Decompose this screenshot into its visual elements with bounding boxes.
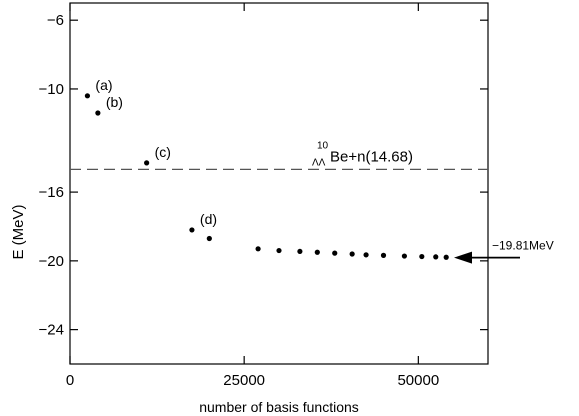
threshold-label: Be+n(14.68) — [330, 148, 413, 165]
data-point — [276, 247, 282, 254]
threshold-subscript: ΛΛ — [312, 157, 326, 168]
x-axis-label: number of basis functions — [199, 399, 359, 415]
y-tick-label: −20 — [39, 253, 64, 270]
axes: −6 −10 −16 −20 −24 0 25000 50000 — [39, 2, 489, 389]
data-point — [363, 252, 369, 258]
data-points — [84, 93, 449, 260]
threshold-superscript: 10 — [317, 140, 329, 151]
data-point — [84, 93, 91, 99]
point-label: (a) — [95, 77, 112, 93]
data-point — [297, 248, 303, 255]
arrow-head — [454, 251, 472, 264]
threshold-line-group: 10 ΛΛ Be+n(14.68) — [70, 140, 488, 171]
data-point — [419, 253, 425, 260]
data-point — [189, 227, 195, 233]
point-labels: (a)(b) (c) (d) — [95, 77, 217, 227]
data-point — [332, 250, 338, 256]
data-point — [380, 252, 387, 258]
arrow-label: −19.81MeV — [492, 239, 554, 253]
x-tick-label: 0 — [66, 372, 74, 389]
data-point — [255, 246, 261, 252]
data-point — [144, 160, 150, 166]
y-tick-label: −10 — [39, 81, 64, 98]
point-label: (b) — [106, 94, 123, 110]
data-point — [401, 253, 407, 259]
point-label: (c) — [155, 144, 171, 160]
data-point — [443, 254, 449, 260]
data-point — [206, 235, 212, 242]
data-point — [95, 110, 101, 116]
y-tick-label: −16 — [39, 184, 64, 201]
x-tick-label: 25000 — [223, 372, 265, 389]
data-point — [349, 251, 355, 257]
data-point — [433, 254, 439, 260]
annotation-group: −19.81MeV — [454, 239, 554, 264]
y-tick-label: −24 — [39, 322, 64, 339]
data-point — [314, 249, 320, 255]
point-label: (d) — [200, 211, 217, 227]
x-tick-label: 50000 — [397, 372, 439, 389]
y-axis-label: E (MeV) — [10, 204, 27, 259]
y-tick-label: −6 — [47, 12, 64, 29]
plot-frame — [69, 2, 489, 365]
